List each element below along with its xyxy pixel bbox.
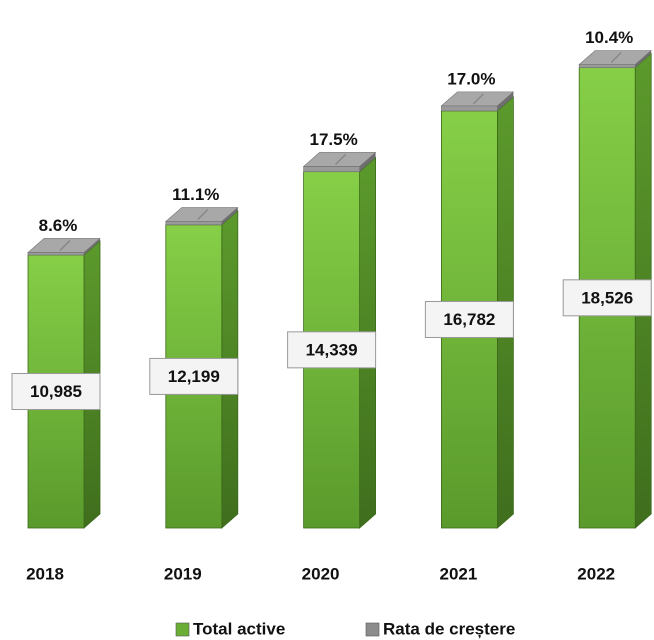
- growth-label: 17.0%: [447, 69, 495, 88]
- x-tick-label: 2022: [577, 564, 615, 583]
- growth-slab-side: [497, 91, 514, 111]
- growth-label: 11.1%: [172, 185, 219, 204]
- growth-slab-side: [635, 50, 652, 68]
- growth-leader: [335, 153, 347, 165]
- legend-label: Total active: [193, 619, 285, 638]
- value-label: 16,782: [443, 310, 495, 329]
- growth-slab-front: [578, 64, 636, 68]
- x-tick-label: 2021: [439, 564, 477, 583]
- value-label-box: [287, 331, 377, 369]
- value-label-box: [149, 357, 239, 395]
- growth-label: 8.6%: [39, 216, 78, 235]
- growth-slab-front: [27, 252, 85, 256]
- growth-slab-front: [303, 166, 360, 172]
- legend-swatch: [365, 622, 380, 637]
- value-label: 14,339: [306, 340, 358, 359]
- value-label: 12,199: [168, 367, 220, 386]
- growth-label: 10.4%: [585, 28, 633, 47]
- value-label-box: [11, 373, 101, 411]
- growth-leader: [59, 239, 71, 251]
- value-label-box: [562, 279, 652, 317]
- x-tick-label: 2018: [26, 564, 64, 583]
- growth-slab-side: [359, 152, 376, 172]
- growth-label: 17.5%: [309, 130, 357, 149]
- growth-slab-side: [84, 238, 100, 256]
- value-label-box: [424, 300, 514, 338]
- value-label: 18,526: [581, 288, 633, 307]
- legend-label: Rata de creștere: [383, 619, 515, 638]
- growth-slab-front: [165, 221, 223, 226]
- value-label: 10,985: [30, 382, 82, 401]
- x-tick-label: 2019: [164, 564, 202, 583]
- growth-leader: [197, 208, 209, 221]
- growth-leader: [472, 93, 484, 105]
- growth-slab-front: [441, 105, 498, 112]
- growth-leader: [610, 51, 622, 64]
- x-tick-label: 2020: [302, 564, 340, 583]
- legend-swatch: [175, 622, 190, 637]
- growth-slab-side: [221, 207, 238, 225]
